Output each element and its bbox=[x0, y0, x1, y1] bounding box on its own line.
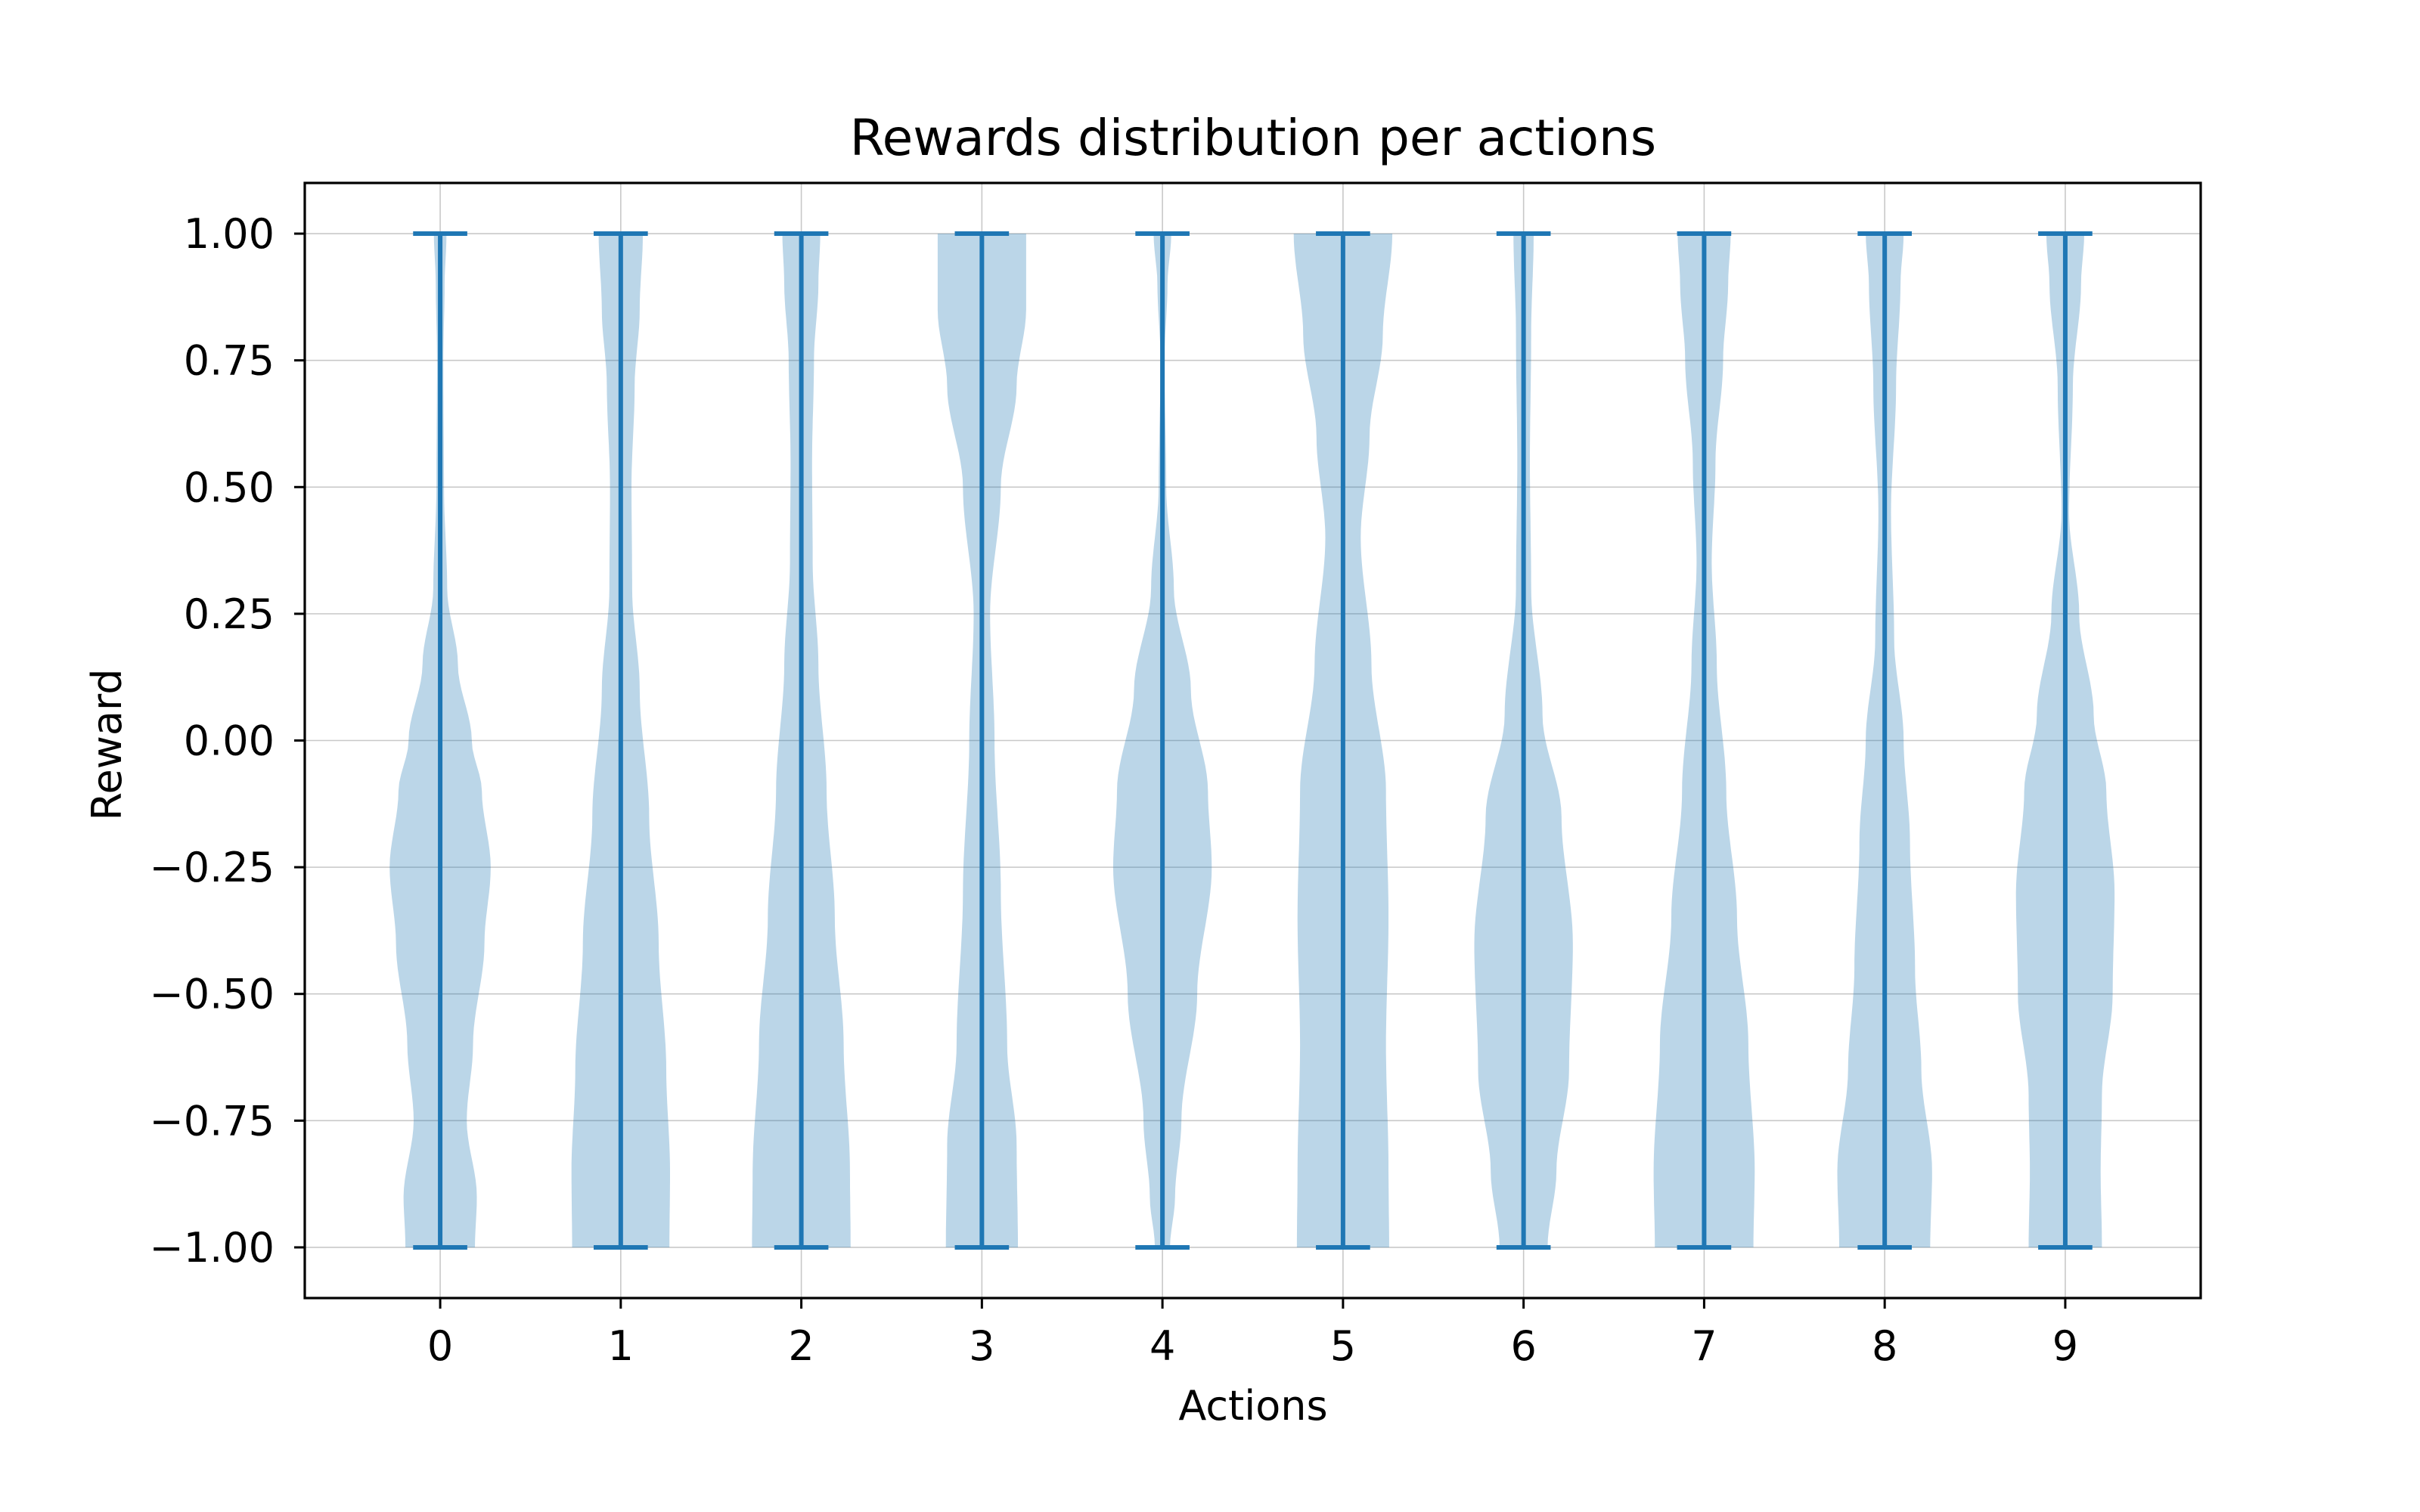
x-tick-label: 1 bbox=[608, 1322, 634, 1370]
x-tick-label: 9 bbox=[2052, 1322, 2078, 1370]
axes: 0 1 2 3 4 5 6 7 8 9 1.00 0.75 0.50 0.25 0.00 −0.25 −0.50… bbox=[150, 181, 2202, 1370]
x-tick-label: 0 bbox=[427, 1322, 453, 1370]
chart-title: Rewards distribution per actions bbox=[850, 109, 1656, 167]
x-tick-label: 7 bbox=[1691, 1322, 1717, 1370]
violins bbox=[389, 231, 2115, 1250]
x-tick-label: 3 bbox=[969, 1322, 994, 1370]
x-tick-label: 4 bbox=[1150, 1322, 1175, 1370]
y-tick-label: 0.75 bbox=[184, 337, 275, 385]
x-tick-label: 6 bbox=[1510, 1322, 1536, 1370]
y-tick-label: −0.25 bbox=[150, 844, 275, 891]
y-axis-label: Reward bbox=[83, 668, 131, 820]
y-tick-label: 0.25 bbox=[184, 590, 275, 638]
y-tick-label: 1.00 bbox=[184, 210, 275, 258]
x-tick-label: 2 bbox=[788, 1322, 814, 1370]
y-tick-label: −0.50 bbox=[150, 971, 275, 1018]
y-tick-label: 0.00 bbox=[184, 717, 275, 765]
x-axis-label: Actions bbox=[1178, 1382, 1327, 1430]
y-tick-label: −0.75 bbox=[150, 1097, 275, 1145]
x-tick-label: 5 bbox=[1330, 1322, 1356, 1370]
y-tick-label: 0.50 bbox=[184, 463, 275, 511]
y-tick-label: −1.00 bbox=[150, 1224, 275, 1272]
x-tick-label: 8 bbox=[1872, 1322, 1897, 1370]
